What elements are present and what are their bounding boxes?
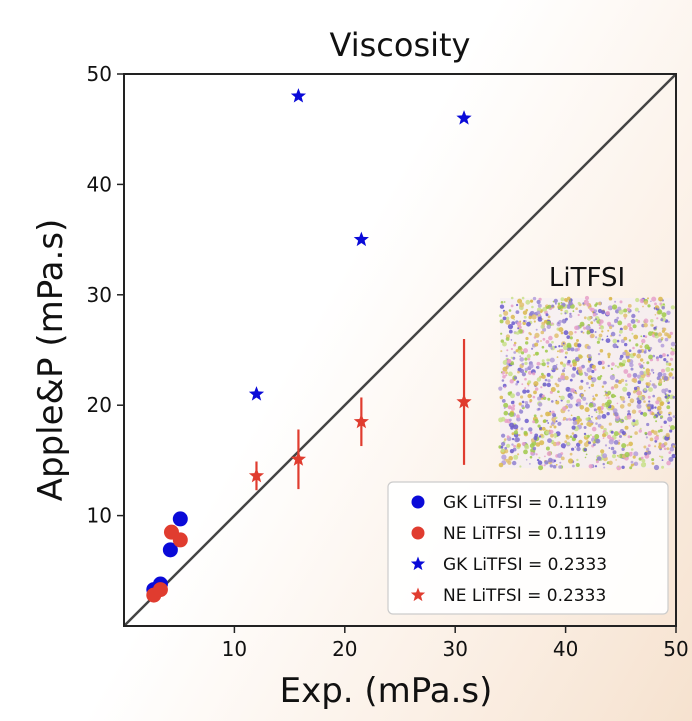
data-point-star xyxy=(456,393,472,409)
legend-marker-star xyxy=(410,556,426,571)
data-point-star xyxy=(353,231,369,247)
data-point-star xyxy=(248,467,265,483)
inset-label: LiTFSI xyxy=(549,263,625,293)
data-point-circle xyxy=(152,582,168,598)
x-tick-label: 40 xyxy=(553,637,578,661)
x-tick-label: 10 xyxy=(222,637,247,661)
y-tick-label: 10 xyxy=(87,504,112,528)
data-point-star xyxy=(456,110,472,125)
legend-marker-circle xyxy=(411,526,425,540)
legend-marker-circle xyxy=(411,495,425,509)
legend-entry-label: GK LiTFSI = 0.2333 xyxy=(443,555,607,575)
data-point-star xyxy=(290,451,307,466)
legend-entry-label: NE LiTFSI = 0.1119 xyxy=(443,524,606,544)
y-axis-title: Apple&P (mPa.s) xyxy=(31,219,71,502)
plot-frame xyxy=(123,73,677,627)
x-tick-label: 30 xyxy=(442,637,467,661)
data-point-circle xyxy=(172,511,188,527)
legend: GK LiTFSI = 0.1119 NE LiTFSI = 0.1119 GK L… xyxy=(387,481,669,615)
data-point-circle xyxy=(172,532,188,548)
y-tick-label: 40 xyxy=(87,172,112,196)
x-tick-label: 50 xyxy=(663,637,688,661)
y-tick-label: 30 xyxy=(87,283,112,307)
legend-entry-label: GK LiTFSI = 0.1119 xyxy=(443,493,607,513)
data-point-star xyxy=(248,386,265,401)
y-tick-label: 20 xyxy=(87,393,112,417)
x-tick-label: 20 xyxy=(332,637,357,661)
data-point-circle xyxy=(162,542,178,558)
litfsi-molecular-snapshot-inset xyxy=(498,295,676,471)
legend-box xyxy=(387,481,669,615)
x-axis-title: Exp. (mPa.s) xyxy=(280,671,493,711)
parity-diagonal-line xyxy=(123,73,677,627)
y-tick-label: 50 xyxy=(87,62,112,86)
legend-marker-star xyxy=(410,587,426,602)
data-point-star xyxy=(353,413,369,429)
chart-title: Viscosity xyxy=(330,26,471,64)
legend-entry-label: NE LiTFSI = 0.2333 xyxy=(443,586,606,606)
data-point-star xyxy=(290,88,307,103)
